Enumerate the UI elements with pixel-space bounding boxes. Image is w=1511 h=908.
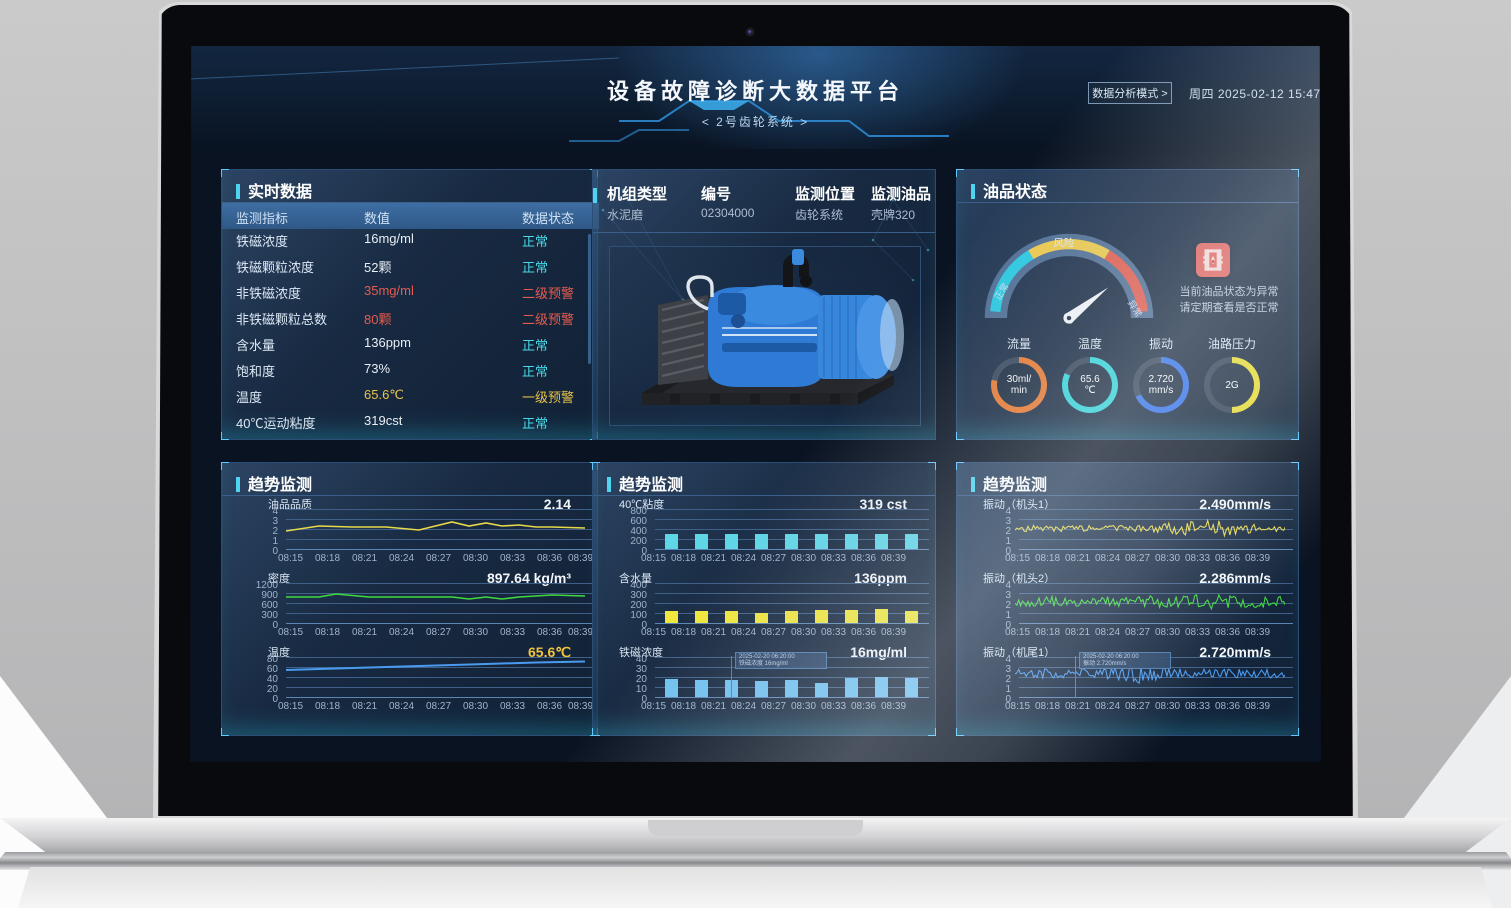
svg-text:风险: 风险 [1054,237,1075,250]
